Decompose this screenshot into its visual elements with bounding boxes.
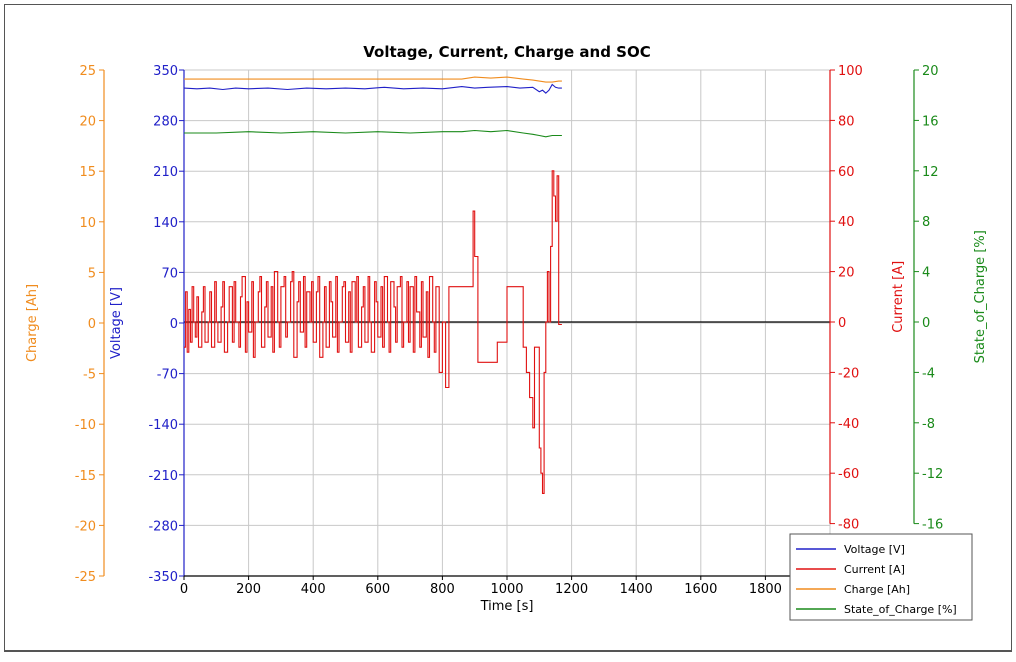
soc-tick-label: 4 — [922, 266, 930, 281]
x-tick-label: 1000 — [490, 582, 523, 597]
soc-tick-label: 16 — [922, 114, 939, 129]
x-axis-title: Time [s] — [480, 599, 534, 614]
series-line-voltage — [183, 83, 562, 94]
x-tick-label: 0 — [180, 582, 188, 597]
current-tick-label: 60 — [838, 165, 855, 180]
soc-tick-label: 8 — [922, 215, 930, 230]
x-axis: 0 200 400 600 800 1000 1200 1400 1600 1800 Time [s… — [180, 575, 830, 614]
voltage-tick-label: 280 — [153, 115, 178, 130]
x-tick-label: 400 — [301, 582, 326, 597]
current-tick-label: -20 — [838, 366, 859, 381]
axis-voltage: 350 280 210 140 70 0 -70 -140 -210 -280 -350 Voltag… — [109, 64, 185, 585]
charge-tick-label: -15 — [75, 469, 96, 484]
axis-current: 100 80 60 40 20 0 -20 -40 -60 -80 Current [A] — [829, 64, 906, 533]
soc-tick-label: 0 — [922, 316, 930, 331]
current-axis-title: Current [A] — [891, 261, 906, 333]
soc-tick-label: -12 — [922, 467, 943, 482]
charge-tick-label: 10 — [79, 216, 96, 231]
voltage-axis-title: Voltage [V] — [109, 287, 124, 359]
current-tick-label: -60 — [838, 467, 859, 482]
charge-tick-label: 20 — [79, 115, 96, 130]
legend: Voltage [V] Current [A] Charge [Ah] State_o… — [789, 533, 973, 621]
voltage-tick-label: -140 — [148, 418, 178, 433]
current-tick-label: 0 — [838, 316, 846, 331]
bottom-divider — [4, 650, 1012, 651]
legend-label-voltage: Voltage [V] — [844, 543, 905, 556]
voltage-tick-label: 70 — [161, 266, 178, 281]
axes: 25 20 15 10 5 0 -5 -10 -15 -20 -25 Charge [Ah] 350 28… — [25, 64, 988, 614]
voltage-tick-label: 350 — [153, 64, 178, 79]
soc-tick-label: -4 — [922, 366, 935, 381]
charge-tick-label: -20 — [75, 519, 96, 534]
axis-soc: 20 16 12 8 4 0 -4 -8 -12 -16 State_of_Charge [%] — [913, 64, 988, 533]
current-tick-label: 40 — [838, 215, 855, 230]
current-tick-label: -40 — [838, 417, 859, 432]
soc-tick-label: 12 — [922, 165, 939, 180]
voltage-tick-label: -70 — [157, 368, 178, 383]
x-tick-label: 1600 — [684, 582, 717, 597]
series-layer — [183, 76, 562, 494]
charge-tick-label: -10 — [75, 418, 96, 433]
current-tick-label: 20 — [838, 266, 855, 281]
series-line-charge — [184, 76, 562, 83]
x-tick-label: 1400 — [620, 582, 653, 597]
x-tick-label: 1200 — [555, 582, 588, 597]
series-line-current — [184, 170, 562, 494]
x-tick-label: 200 — [236, 582, 261, 597]
soc-tick-label: 20 — [922, 64, 939, 79]
soc-axis-title: State_of_Charge [%] — [973, 230, 988, 363]
charge-tick-label: 15 — [79, 165, 96, 180]
voltage-tick-label: -280 — [148, 519, 178, 534]
series-line-soc — [184, 129, 562, 138]
current-tick-label: 100 — [838, 64, 863, 79]
charge-axis-title: Charge [Ah] — [25, 284, 40, 362]
soc-tick-label: -16 — [922, 518, 943, 533]
voltage-tick-label: -350 — [148, 570, 178, 585]
x-tick-label: 600 — [365, 582, 390, 597]
legend-label-soc: State_of_Charge [%] — [844, 603, 957, 616]
charge-tick-label: -25 — [75, 570, 96, 585]
x-tick-label: 800 — [430, 582, 455, 597]
voltage-tick-label: -210 — [148, 469, 178, 484]
axis-charge: 25 20 15 10 5 0 -5 -10 -15 -20 -25 Charge [Ah] — [25, 64, 105, 585]
legend-label-current: Current [A] — [844, 563, 905, 576]
current-tick-label: -80 — [838, 518, 859, 533]
charge-tick-label: 0 — [88, 317, 96, 332]
chart-title: Voltage, Current, Charge and SOC — [363, 43, 650, 61]
charge-tick-label: 25 — [79, 64, 96, 79]
charge-tick-label: -5 — [83, 368, 96, 383]
voltage-tick-label: 0 — [170, 317, 178, 332]
legend-label-charge: Charge [Ah] — [844, 583, 910, 596]
voltage-tick-label: 140 — [153, 216, 178, 231]
soc-tick-label: -8 — [922, 417, 935, 432]
current-tick-label: 80 — [838, 114, 855, 129]
voltage-tick-label: 210 — [153, 165, 178, 180]
x-tick-label: 1800 — [749, 582, 782, 597]
charge-tick-label: 5 — [88, 266, 96, 281]
